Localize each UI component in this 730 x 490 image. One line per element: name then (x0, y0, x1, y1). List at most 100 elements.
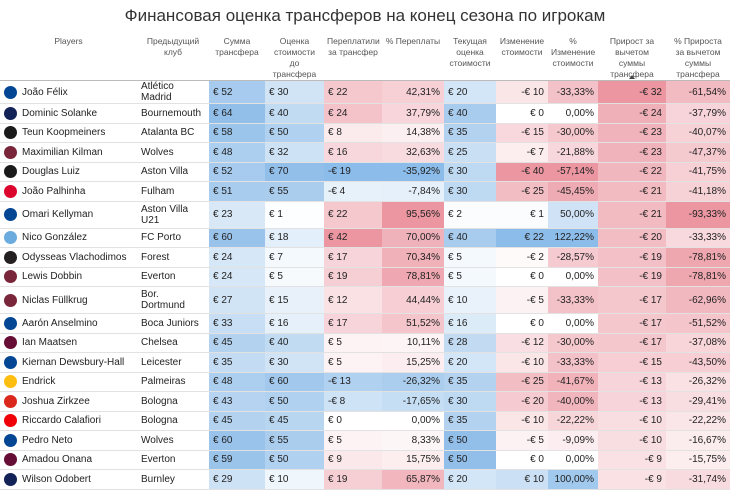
table-row[interactable]: Amadou Onana Everton € 59 € 50 € 9 15,75% € 50… (0, 450, 730, 470)
player-cell: Wilson Odobert (0, 469, 137, 490)
net-gain-pct-cell: -37,79% (666, 103, 730, 124)
player-cell: Nico González (0, 228, 137, 248)
fee-cell: € 59 (209, 450, 265, 470)
fee-cell: € 33 (209, 313, 265, 334)
value-before-cell: € 30 (265, 352, 324, 373)
col-prev-club-header[interactable]: Предыдущий клуб (137, 32, 209, 81)
table-row[interactable]: Teun Koopmeiners Atalanta BC € 58 € 50 € 8 14… (0, 123, 730, 143)
player-name: João Félix (22, 86, 68, 98)
net-gain-cell: -€ 22 (598, 162, 666, 182)
current-value-cell: € 10 (444, 286, 496, 314)
player-cell: Joshua Zirkzee (0, 391, 137, 412)
player-name: Amadou Onana (22, 454, 93, 466)
value-before-cell: € 10 (265, 469, 324, 490)
table-row[interactable]: Endrick Palmeiras € 48 € 60 -€ 13 -26,32% € 35… (0, 372, 730, 392)
table-row[interactable]: Pedro Neto Wolves € 60 € 55 € 5 8,33% € 50 -€ 5… (0, 430, 730, 451)
table-row[interactable]: Joshua Zirkzee Bologna € 43 € 50 -€ 8 -17,65%… (0, 391, 730, 412)
player-name: Joshua Zirkzee (22, 395, 90, 407)
value-change-cell: -€ 5 (496, 286, 548, 314)
net-gain-cell: -€ 24 (598, 103, 666, 124)
overpaid-cell: € 0 (324, 411, 382, 431)
value-change-pct-cell: -22,22% (548, 411, 598, 431)
net-gain-pct-cell: -78,81% (666, 267, 730, 287)
col-net-gain-pct-header[interactable]: % Прироста за вычетом суммы трансфера (666, 32, 730, 81)
value-change-cell: -€ 2 (496, 247, 548, 268)
overpaid-cell: -€ 8 (324, 391, 382, 412)
current-value-cell: € 40 (444, 228, 496, 248)
value-change-pct-cell: -33,33% (548, 352, 598, 373)
col-players-header[interactable]: Players (0, 32, 137, 81)
col-value-change-header[interactable]: Изменение стоимости (496, 32, 548, 81)
col-net-gain-header[interactable]: Прирост за вычетом суммы трансфера (598, 32, 666, 81)
previous-club-cell: Aston Villa (137, 162, 209, 182)
overpaid-cell: € 22 (324, 80, 382, 104)
value-change-pct-cell: 50,00% (548, 201, 598, 229)
value-before-cell: € 55 (265, 430, 324, 451)
col-overpaid-header[interactable]: Переплатили за трансфер (324, 32, 382, 81)
fee-cell: € 29 (209, 469, 265, 490)
table-row[interactable]: Omari Kellyman Aston Villa U21 € 23 € 1 € 22… (0, 201, 730, 229)
table-row[interactable]: Kiernan Dewsbury-Hall Leicester € 35 € 30 € … (0, 352, 730, 373)
overpaid-cell: € 5 (324, 333, 382, 353)
value-change-pct-cell: -33,33% (548, 286, 598, 314)
player-cell: Odysseas Vlachodimos (0, 247, 137, 268)
overpaid-pct-cell: 8,33% (382, 430, 444, 451)
overpaid-cell: € 42 (324, 228, 382, 248)
table-row[interactable]: Aarón Anselmino Boca Juniors € 33 € 16 € 17 5… (0, 313, 730, 334)
table-row[interactable]: Ian Maatsen Chelsea € 45 € 40 € 5 10,11% € 28-… (0, 333, 730, 353)
overpaid-cell: € 8 (324, 123, 382, 143)
fee-cell: € 60 (209, 430, 265, 451)
col-overpaid-pct-header[interactable]: % Переплаты (382, 32, 444, 81)
value-change-pct-cell: -30,00% (548, 123, 598, 143)
table-row[interactable]: Dominic Solanke Bournemouth € 64 € 40 € 24 37… (0, 103, 730, 124)
net-gain-cell: -€ 17 (598, 333, 666, 353)
net-gain-pct-cell: -51,52% (666, 313, 730, 334)
value-change-cell: € 0 (496, 313, 548, 334)
previous-club-cell: Everton (137, 450, 209, 470)
value-change-cell: € 10 (496, 469, 548, 490)
current-value-cell: € 5 (444, 267, 496, 287)
table-row[interactable]: Lewis Dobbin Everton € 24 € 5 € 19 78,81% € 5 €… (0, 267, 730, 287)
player-cell: Pedro Neto (0, 430, 137, 451)
player-name: Teun Koopmeiners (22, 127, 106, 139)
player-name: João Palhinha (22, 185, 86, 197)
col-value-change-pct-header[interactable]: % Изменение стоимости (548, 32, 598, 81)
table-row[interactable]: Odysseas Vlachodimos Forest € 24 € 7 € 17 70,… (0, 247, 730, 268)
overpaid-pct-cell: -17,65% (382, 391, 444, 412)
value-change-cell: -€ 25 (496, 181, 548, 202)
table-row[interactable]: Nico González FC Porto € 60 € 18 € 42 70,00% €… (0, 228, 730, 248)
club-crest-icon (4, 453, 17, 467)
table-row[interactable]: Riccardo Calafiori Bologna € 45 € 45 € 0 0,00… (0, 411, 730, 431)
table-row[interactable]: João Palhinha Fulham € 51 € 55 -€ 4 -7,84% € 3… (0, 181, 730, 202)
transfer-table: Players Предыдущий клуб Сумма трансфера Оце… (0, 32, 730, 490)
net-gain-cell: -€ 21 (598, 201, 666, 229)
col-fee-header[interactable]: Сумма трансфера (209, 32, 265, 81)
player-cell: Niclas Füllkrug (0, 286, 137, 314)
overpaid-cell: € 17 (324, 247, 382, 268)
table-row[interactable]: Wilson Odobert Burnley € 29 € 10 € 19 65,87% €… (0, 469, 730, 490)
table-row[interactable]: Niclas Füllkrug Bor. Dortmund € 27 € 15 € 12… (0, 286, 730, 314)
player-name: Wilson Odobert (22, 473, 91, 485)
table-row[interactable]: João Félix Atlético Madrid € 52 € 30 € 22 42,… (0, 80, 730, 104)
value-before-cell: € 50 (265, 123, 324, 143)
fee-cell: € 48 (209, 372, 265, 392)
fee-cell: € 43 (209, 391, 265, 412)
header-row: Players Предыдущий клуб Сумма трансфера Оце… (0, 32, 730, 81)
player-name: Odysseas Vlachodimos (22, 251, 127, 263)
player-cell: João Palhinha (0, 181, 137, 202)
col-current-value-header[interactable]: Текущая оценка стоимости (444, 32, 496, 81)
col-value-before-header[interactable]: Оценка стоимости до трансфера (265, 32, 324, 81)
table-row[interactable]: Douglas Luiz Aston Villa € 52 € 70 -€ 19 -35,… (0, 162, 730, 182)
value-change-pct-cell: 0,00% (548, 267, 598, 287)
club-crest-icon (4, 208, 17, 221)
club-crest-icon (4, 414, 17, 428)
previous-club-cell: Bologna (137, 411, 209, 431)
table-row[interactable]: Maximilian Kilman Wolves € 48 € 32 € 16 32,63… (0, 142, 730, 163)
player-name: Douglas Luiz (22, 166, 80, 178)
player-cell: Kiernan Dewsbury-Hall (0, 352, 137, 373)
net-gain-cell: -€ 15 (598, 352, 666, 373)
previous-club-cell: Boca Juniors (137, 313, 209, 334)
fee-cell: € 45 (209, 411, 265, 431)
current-value-cell: € 28 (444, 333, 496, 353)
previous-club-cell: FC Porto (137, 228, 209, 248)
